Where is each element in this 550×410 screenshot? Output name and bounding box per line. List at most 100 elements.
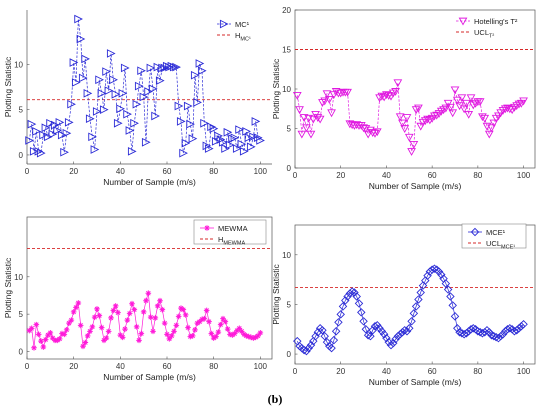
data-point-marker [462,99,471,108]
data-point-marker [322,337,332,347]
data-point-marker [96,312,103,319]
data-point-marker [336,310,345,319]
data-point-marker [116,104,125,114]
data-point-marker [74,14,83,24]
data-point-marker [26,327,33,334]
data-point-marker [67,99,76,109]
x-tick-label: 0 [25,167,30,176]
data-point-marker [257,330,264,336]
data-point-marker [450,312,460,321]
y-tick-label: 10 [14,60,23,69]
data-point-marker [64,118,74,127]
data-point-marker [78,73,88,83]
data-point-marker [357,308,366,317]
data-point-marker [175,313,182,320]
data-point-marker [181,138,191,148]
data-point-marker [519,97,528,106]
data-point-marker [423,271,432,280]
data-point-marker [41,123,51,133]
data-point-marker [112,303,119,309]
data-point-marker [320,97,330,106]
data-point-marker [318,326,327,335]
data-point-marker [237,139,247,149]
data-point-marker [70,309,77,315]
data-point-marker [66,320,72,326]
data-point-marker [391,334,400,344]
data-point-marker [347,121,357,130]
legend-box [461,223,527,249]
x-tick-label: 100 [517,367,531,376]
data-point-marker [448,301,457,310]
data-point-marker [470,227,480,237]
data-point-marker [500,105,510,114]
data-point-marker [76,34,86,44]
data-point-marker [126,310,133,317]
data-point-marker [168,333,175,339]
data-point-marker [90,145,100,154]
data-point-marker [491,332,501,342]
data-point-marker [132,99,142,109]
data-point-marker [172,62,181,72]
data-point-marker [174,101,184,111]
legend-label-limit: HMC¹ [235,31,251,43]
data-point-marker [229,332,236,338]
data-point-marker [505,324,515,333]
x-tick-label: 60 [428,171,437,180]
data-point-marker [207,122,216,132]
x-tick-label: 100 [254,167,268,176]
data-point-marker [80,343,86,350]
data-point-marker [27,119,37,129]
data-point-marker [122,326,128,332]
data-point-marker [125,126,135,135]
data-point-marker [161,320,168,326]
x-tick-label: 80 [209,167,218,176]
data-point-marker [434,267,444,276]
data-point-marker [117,332,124,338]
y-tick-label: 10 [14,273,23,282]
x-tick-label: 0 [25,362,30,371]
data-point-marker [443,285,453,294]
x-tick-label: 20 [336,367,345,376]
data-point-marker [458,17,468,26]
data-point-marker [370,322,380,331]
data-point-marker [144,87,153,96]
data-point-marker [129,300,135,307]
data-point-marker [462,328,471,338]
data-point-marker [89,324,96,330]
data-point-marker [384,91,394,100]
data-point-marker [33,321,40,328]
legend-label-series: MEWMA [218,224,248,233]
data-point-marker [216,135,226,144]
data-point-marker [152,315,159,321]
data-point-marker [192,327,198,333]
data-point-marker [154,303,161,309]
data-point-marker [239,146,249,156]
data-point-marker [519,320,528,329]
data-point-marker [299,345,309,355]
chart-panel-mc1: 0 20 40 60 80 100 0 5 10 Number of Sample (m/s) Pl… [3,10,272,187]
data-point-marker [196,318,203,325]
chart-panel-hotelling: 0 20 40 60 80 100 0 5 10 15 20 Number of Sample (m/… [271,6,536,191]
x-tick-label: 0 [293,171,298,180]
y-tick-label: 20 [282,6,291,15]
data-point-marker [34,146,44,156]
data-point-marker [62,128,72,138]
data-point-marker [113,118,123,128]
data-point-marker [407,148,416,156]
data-point-marker [98,324,105,331]
y-tick-label: 0 [19,151,24,160]
data-point-marker [234,327,240,334]
data-point-marker [354,299,364,308]
data-point-marker [218,137,228,147]
data-point-marker [299,114,309,122]
data-point-marker [443,99,453,108]
y-tick-label: 5 [287,125,292,134]
data-point-marker [223,127,233,137]
data-point-marker [250,335,257,341]
data-point-marker [106,49,116,58]
data-point-marker [375,324,384,333]
data-point-marker [384,337,393,347]
data-point-marker [405,324,414,333]
data-point-marker [373,321,382,330]
data-point-marker [199,316,205,323]
